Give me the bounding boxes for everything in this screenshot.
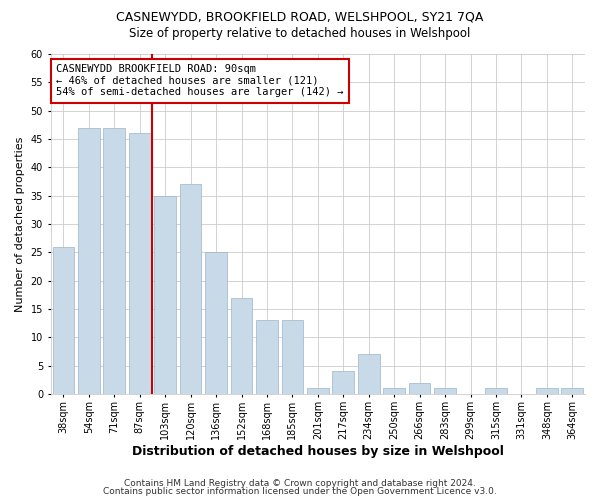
Bar <box>78 128 100 394</box>
Text: Size of property relative to detached houses in Welshpool: Size of property relative to detached ho… <box>130 28 470 40</box>
Bar <box>409 382 430 394</box>
Bar <box>536 388 557 394</box>
Y-axis label: Number of detached properties: Number of detached properties <box>15 136 25 312</box>
Bar <box>434 388 456 394</box>
Bar <box>332 372 354 394</box>
Bar <box>256 320 278 394</box>
Bar <box>358 354 380 394</box>
Text: CASNEWYDD BROOKFIELD ROAD: 90sqm
← 46% of detached houses are smaller (121)
54% : CASNEWYDD BROOKFIELD ROAD: 90sqm ← 46% o… <box>56 64 344 98</box>
Bar <box>383 388 405 394</box>
X-axis label: Distribution of detached houses by size in Welshpool: Distribution of detached houses by size … <box>132 444 504 458</box>
Bar <box>180 184 202 394</box>
Text: Contains HM Land Registry data © Crown copyright and database right 2024.: Contains HM Land Registry data © Crown c… <box>124 478 476 488</box>
Bar <box>103 128 125 394</box>
Bar <box>485 388 507 394</box>
Bar <box>154 196 176 394</box>
Bar <box>53 246 74 394</box>
Bar <box>129 134 151 394</box>
Bar <box>205 252 227 394</box>
Bar <box>562 388 583 394</box>
Bar <box>231 298 253 394</box>
Bar <box>307 388 329 394</box>
Text: Contains public sector information licensed under the Open Government Licence v3: Contains public sector information licen… <box>103 487 497 496</box>
Text: CASNEWYDD, BROOKFIELD ROAD, WELSHPOOL, SY21 7QA: CASNEWYDD, BROOKFIELD ROAD, WELSHPOOL, S… <box>116 10 484 23</box>
Bar <box>281 320 303 394</box>
